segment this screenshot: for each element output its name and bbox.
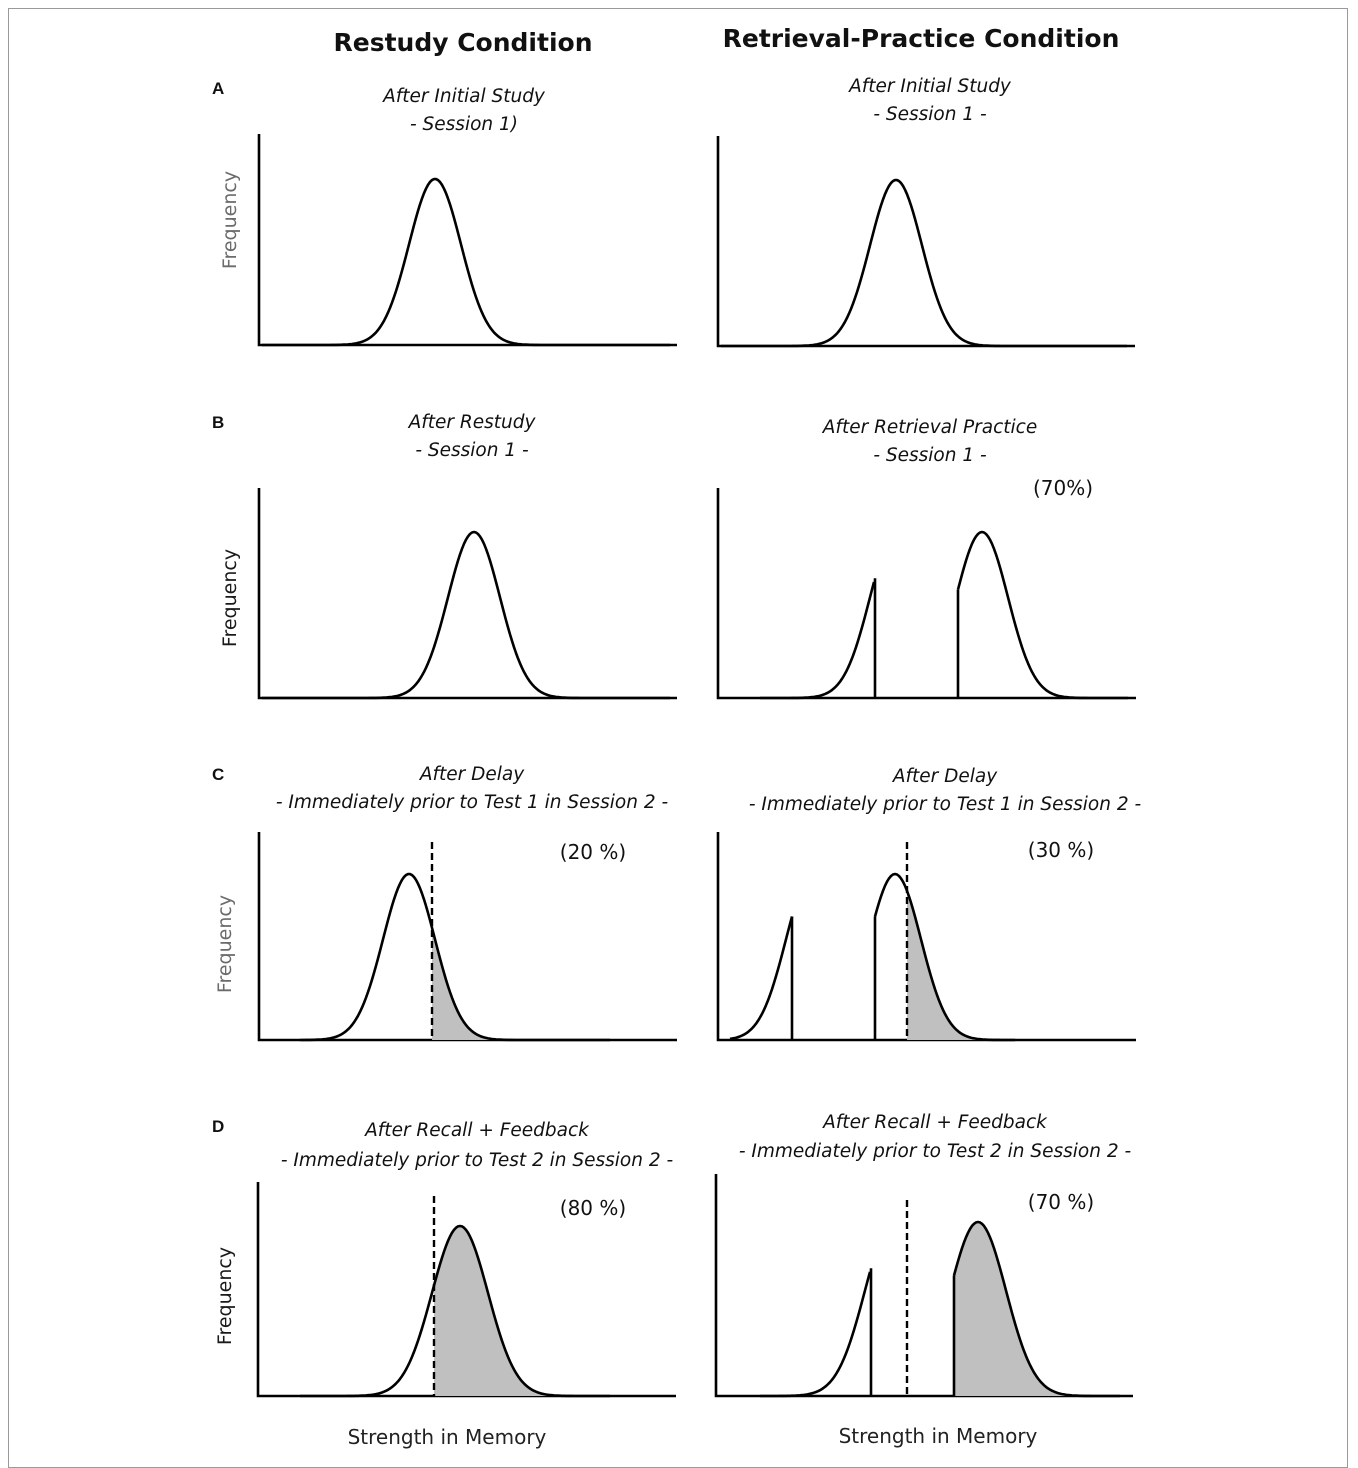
panel-a-restudy-axes [257, 134, 677, 347]
panel-b-retrieval-title: After Retrieval Practice [822, 417, 1037, 438]
panel-b-restudy-axes [257, 488, 677, 700]
panel-c-retrieval-title: After Delay [892, 766, 998, 787]
panel-c-retrieval-shaded-area [907, 890, 990, 1040]
panel-d-restudy-title: After Recall + Feedback [364, 1120, 590, 1141]
panel-a-retrieval-title: After Initial Study [848, 76, 1012, 97]
panel-b-restudy-curve [262, 530, 670, 700]
panel-b-retrieval-axes [716, 488, 1136, 700]
panel-d-restudy-curve [300, 1224, 610, 1398]
panel-d-retrieval-percent: (70 %) [1028, 1190, 1094, 1214]
panel-c-restudy-subtitle: - Immediately prior to Test 1 in Session… [276, 792, 668, 813]
panel-b-y-axis-label: Frequency [219, 549, 241, 647]
panel-d-retrieval-shaded-area [954, 1222, 1120, 1396]
retrieval-x-axis-label: Strength in Memory [839, 1424, 1038, 1448]
panel-d-retrieval-high-curve [952, 1220, 1120, 1398]
panel-d-retrieval-low-curve [760, 1271, 872, 1398]
panel-c-restudy-curve [300, 872, 610, 1042]
panel-d-restudy-percent: (80 %) [560, 1196, 626, 1220]
panel-b-retrieval-subtitle: - Session 1 - [873, 445, 986, 466]
panel-d-retrieval-subtitle: - Immediately prior to Test 2 in Session… [739, 1141, 1131, 1162]
panel-c-restudy-percent: (20 %) [560, 840, 626, 864]
row-letter-a: A [212, 79, 224, 98]
panel-c-restudy-title: After Delay [419, 764, 525, 785]
panel-a-retrieval-subtitle: - Session 1 - [873, 104, 986, 125]
panel-b-retrieval-percent: (70%) [1033, 476, 1093, 500]
panel-c-retrieval-subtitle: - Immediately prior to Test 1 in Session… [749, 794, 1141, 815]
panel-c-retrieval-percent: (30 %) [1028, 838, 1094, 862]
panel-c-y-axis-label: Frequency [214, 895, 236, 993]
panel-b-restudy-title: After Restudy [408, 412, 537, 433]
retrieval-column-header: Retrieval-Practice Condition [723, 24, 1120, 53]
panel-b-restudy-subtitle: - Session 1 - [415, 440, 528, 461]
panel-d-retrieval-title: After Recall + Feedback [822, 1112, 1048, 1133]
distribution-panels [256, 134, 1136, 1398]
panel-c-restudy-shaded-area [432, 927, 520, 1040]
panel-a-restudy-curve [262, 177, 670, 347]
panel-a-retrieval-axes [716, 136, 1135, 348]
row-letter-d: D [212, 1117, 224, 1136]
panel-d-restudy-shaded-area [434, 1226, 600, 1396]
panel-c-retrieval-high-curve [873, 872, 1015, 1042]
panel-d-y-axis-label: Frequency [214, 1247, 236, 1345]
restudy-x-axis-label: Strength in Memory [348, 1425, 547, 1449]
panel-a-y-axis-label: Frequency [219, 171, 241, 269]
panel-a-retrieval-curve [721, 178, 1127, 348]
panel-d-restudy-subtitle: - Immediately prior to Test 2 in Session… [281, 1150, 673, 1171]
panel-b-retrieval-low-curve [760, 581, 876, 700]
panel-b-retrieval-high-curve [956, 530, 1128, 700]
panel-c-retrieval-low-curve [729, 916, 794, 1041]
restudy-column-header: Restudy Condition [333, 28, 592, 57]
panel-a-restudy-subtitle: - Session 1) [410, 114, 518, 135]
row-letter-b: B [212, 413, 224, 432]
row-letter-c: C [212, 765, 224, 784]
panel-a-restudy-title: After Initial Study [382, 86, 546, 107]
